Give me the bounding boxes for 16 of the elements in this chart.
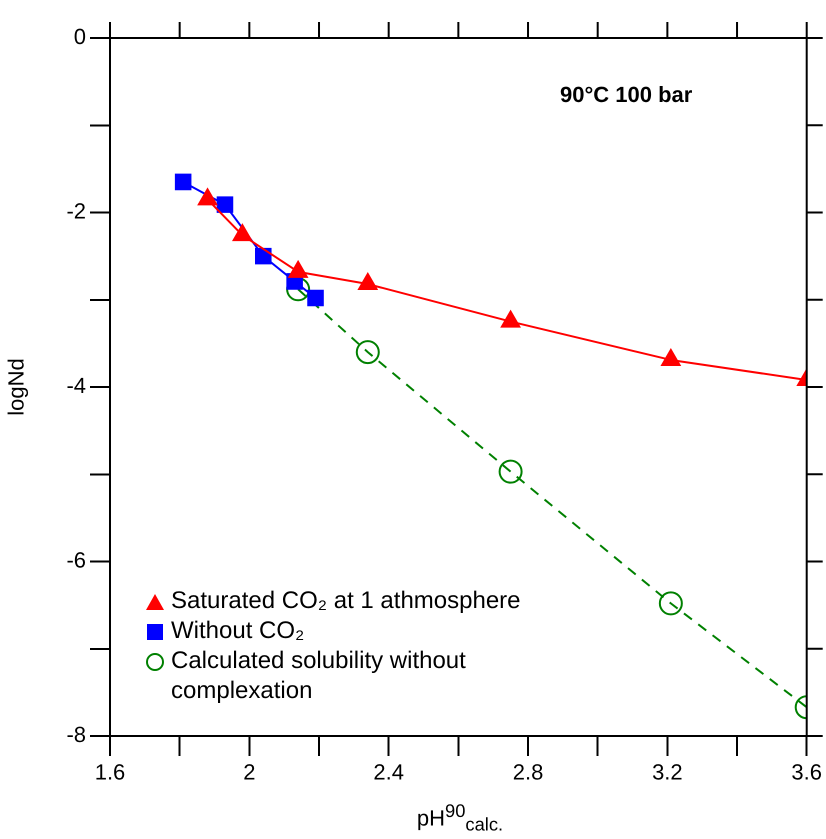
x-tick-label: 3.2	[652, 759, 683, 784]
y-tick-label: -8	[66, 722, 86, 748]
legend-label: Without CO₂	[171, 616, 306, 646]
x-tick-label: 2	[243, 759, 256, 784]
x-tick-label: 3.6	[791, 759, 822, 784]
x-tick-label: 1.6	[94, 759, 126, 784]
legend-label: Calculated solubility without complexation	[171, 646, 467, 706]
y-tick-label: 0	[74, 24, 86, 50]
y-tick-label: -2	[66, 198, 86, 224]
y-tick-label: -4	[66, 373, 86, 398]
legend-label: Saturated CO₂ at 1 athmosphere	[171, 586, 522, 616]
annotation: 90°C 100 bar	[560, 82, 692, 108]
x-tick-label: 2.8	[512, 759, 544, 784]
y-axis-title: logNd	[3, 358, 28, 416]
y-tick-label: -6	[66, 548, 86, 573]
x-tick-label: 2.4	[373, 759, 404, 784]
